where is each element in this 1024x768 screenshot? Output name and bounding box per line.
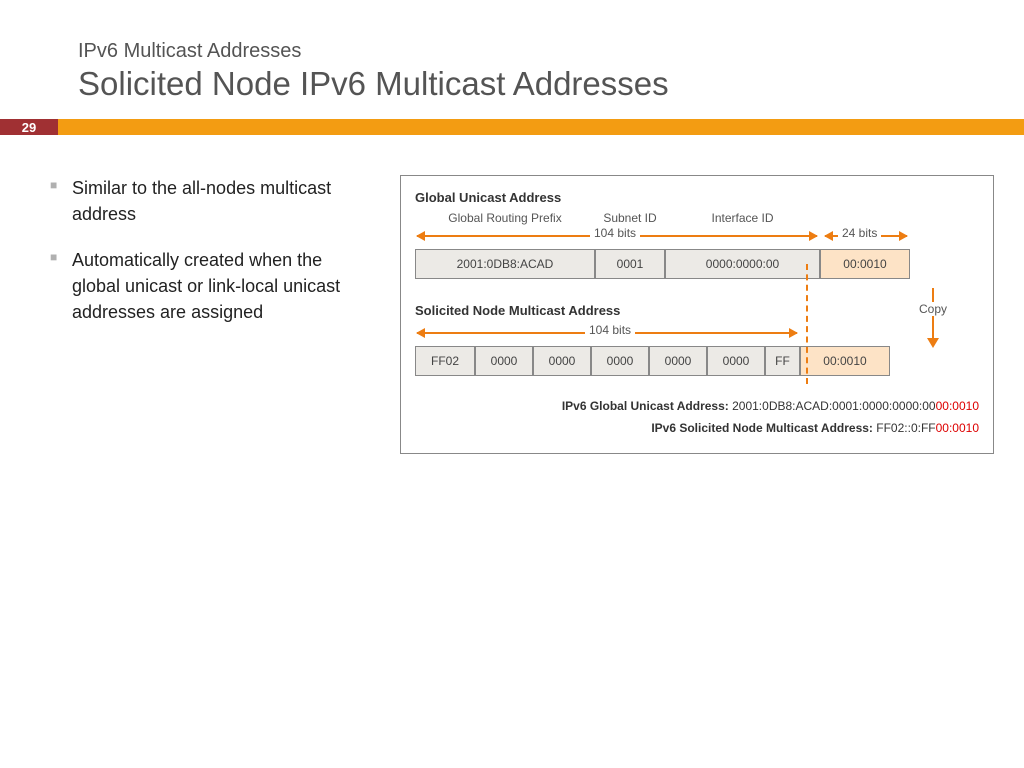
bullet-item: Similar to the all-nodes multicast addre… <box>50 175 370 227</box>
gua-arrow-row: 104 bits 24 bits <box>415 227 979 245</box>
slide-number-badge: 29 <box>0 119 58 135</box>
address-segment: 0000 <box>475 346 533 376</box>
slide-title: Solicited Node IPv6 Multicast Addresses <box>78 65 1024 103</box>
span-label: 24 bits <box>838 226 881 240</box>
address-segment: 0000 <box>707 346 765 376</box>
summary-line: IPv6 Solicited Node Multicast Address: F… <box>415 418 979 440</box>
gua-title: Global Unicast Address <box>415 190 979 205</box>
col-label: Global Routing Prefix <box>415 211 595 225</box>
address-segment: 00:0010 <box>820 249 910 279</box>
diagram-container: Global Unicast Address Global Routing Pr… <box>400 175 994 454</box>
address-segment: 0001 <box>595 249 665 279</box>
slide-subtitle: IPv6 Multicast Addresses <box>78 40 1024 63</box>
col-label: Subnet ID <box>595 211 665 225</box>
slide-header: IPv6 Multicast Addresses Solicited Node … <box>0 0 1024 103</box>
gua-column-labels: Global Routing Prefix Subnet ID Interfac… <box>415 211 979 225</box>
accent-bar <box>58 119 1024 135</box>
address-segment: FF <box>765 346 800 376</box>
copy-label: Copy <box>893 302 973 316</box>
address-segment: 0000:0000:00 <box>665 249 820 279</box>
summary-line: IPv6 Global Unicast Address: 2001:0DB8:A… <box>415 396 979 418</box>
span-label: 104 bits <box>585 323 635 337</box>
summary-lines: IPv6 Global Unicast Address: 2001:0DB8:A… <box>415 396 979 439</box>
gua-segments: 2001:0DB8:ACAD00010000:0000:0000:0010 <box>415 249 979 279</box>
address-segment: FF02 <box>415 346 475 376</box>
snma-segments: FF0200000000000000000000FF00:0010 <box>415 346 979 376</box>
address-segment: 0000 <box>591 346 649 376</box>
accent-bar-row: 29 <box>0 119 1024 135</box>
address-segment: 2001:0DB8:ACAD <box>415 249 595 279</box>
bullet-list: Similar to the all-nodes multicast addre… <box>50 175 370 454</box>
span-label: 104 bits <box>590 226 640 240</box>
address-segment: 0000 <box>649 346 707 376</box>
address-segment: 00:0010 <box>800 346 890 376</box>
content-area: Similar to the all-nodes multicast addre… <box>0 135 1024 454</box>
bullet-item: Automatically created when the global un… <box>50 247 370 325</box>
col-label: Interface ID <box>665 211 820 225</box>
address-segment: 0000 <box>533 346 591 376</box>
snma-arrow-row: 104 bits <box>415 324 979 342</box>
